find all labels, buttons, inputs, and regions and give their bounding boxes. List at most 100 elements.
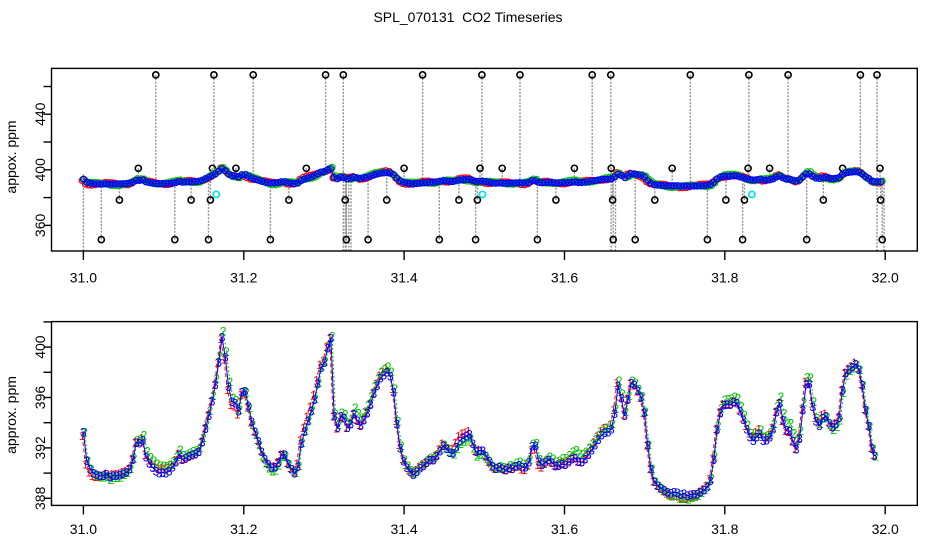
svg-text:1: 1 <box>689 489 696 503</box>
svg-text:3: 3 <box>420 459 427 473</box>
svg-text:3: 3 <box>199 435 206 449</box>
svg-text:2: 2 <box>157 459 164 473</box>
svg-text:1: 1 <box>406 463 413 477</box>
svg-text:2: 2 <box>259 449 266 463</box>
svg-text:3: 3 <box>823 410 830 424</box>
svg-text:1: 1 <box>679 490 686 504</box>
svg-text:2: 2 <box>857 363 864 377</box>
svg-text:2: 2 <box>626 389 633 403</box>
svg-text:2: 2 <box>692 490 699 504</box>
svg-text:3: 3 <box>380 368 387 382</box>
svg-text:1: 1 <box>415 460 422 474</box>
svg-text:1: 1 <box>597 425 604 439</box>
svg-text:2: 2 <box>748 427 755 441</box>
svg-text:1: 1 <box>676 491 683 505</box>
svg-text:1: 1 <box>868 441 875 455</box>
svg-text:3: 3 <box>529 440 536 454</box>
svg-text:1: 1 <box>627 377 634 391</box>
svg-text:2: 2 <box>682 491 689 505</box>
svg-text:31.0: 31.0 <box>70 521 97 537</box>
svg-text:3: 3 <box>103 468 110 482</box>
svg-text:400: 400 <box>32 158 48 182</box>
svg-text:1: 1 <box>257 444 264 458</box>
svg-text:3: 3 <box>747 431 754 445</box>
svg-text:1: 1 <box>838 383 845 397</box>
svg-text:3: 3 <box>700 484 707 498</box>
svg-text:1: 1 <box>323 340 330 354</box>
svg-text:2: 2 <box>471 442 478 456</box>
svg-text:440: 440 <box>32 102 48 126</box>
svg-text:3: 3 <box>311 393 318 407</box>
svg-text:2: 2 <box>599 424 606 438</box>
svg-text:3: 3 <box>377 372 384 386</box>
svg-text:3: 3 <box>321 356 328 370</box>
svg-text:3: 3 <box>120 467 127 481</box>
svg-text:1: 1 <box>485 455 492 469</box>
svg-text:2: 2 <box>553 455 560 469</box>
svg-text:2: 2 <box>481 448 488 462</box>
svg-text:2: 2 <box>312 392 319 406</box>
svg-text:2: 2 <box>342 407 349 421</box>
svg-text:3: 3 <box>677 488 684 502</box>
svg-text:3: 3 <box>143 450 150 464</box>
svg-text:2: 2 <box>758 423 765 437</box>
svg-text:1: 1 <box>330 410 337 424</box>
svg-text:1: 1 <box>534 458 541 472</box>
svg-text:1: 1 <box>109 467 116 481</box>
svg-text:3: 3 <box>278 449 285 463</box>
svg-text:3: 3 <box>232 396 239 410</box>
svg-text:2: 2 <box>705 479 712 493</box>
svg-text:2: 2 <box>299 436 306 450</box>
svg-text:1: 1 <box>538 460 545 474</box>
svg-text:1: 1 <box>396 438 403 452</box>
svg-text:1: 1 <box>587 441 594 455</box>
svg-text:3: 3 <box>532 439 539 453</box>
svg-text:3: 3 <box>133 436 140 450</box>
svg-text:3: 3 <box>130 453 137 467</box>
svg-text:2: 2 <box>830 423 837 437</box>
svg-text:3: 3 <box>202 422 209 436</box>
svg-text:2: 2 <box>556 454 563 468</box>
svg-text:3: 3 <box>252 425 259 439</box>
svg-text:3: 3 <box>387 369 394 383</box>
svg-text:1: 1 <box>561 456 568 470</box>
svg-text:3: 3 <box>783 424 790 438</box>
svg-text:3: 3 <box>562 458 569 472</box>
svg-text:3: 3 <box>710 453 717 467</box>
svg-text:1: 1 <box>673 489 680 503</box>
svg-text:3: 3 <box>687 488 694 502</box>
svg-text:2: 2 <box>563 451 570 465</box>
svg-text:2: 2 <box>530 437 537 451</box>
svg-text:3: 3 <box>189 448 196 462</box>
svg-text:3: 3 <box>796 432 803 446</box>
svg-text:2: 2 <box>464 434 471 448</box>
svg-text:1: 1 <box>643 438 650 452</box>
svg-text:1: 1 <box>336 410 343 424</box>
svg-text:32.0: 32.0 <box>872 521 899 537</box>
svg-text:1: 1 <box>448 442 455 456</box>
svg-text:2: 2 <box>306 413 313 427</box>
svg-text:3: 3 <box>265 458 272 472</box>
svg-text:2: 2 <box>685 493 692 507</box>
svg-text:3: 3 <box>298 437 305 451</box>
svg-text:1: 1 <box>316 358 323 372</box>
svg-text:3: 3 <box>714 423 721 437</box>
svg-text:3: 3 <box>806 377 813 391</box>
svg-text:3: 3 <box>341 411 348 425</box>
svg-text:3: 3 <box>790 435 797 449</box>
svg-text:1: 1 <box>637 391 644 405</box>
svg-text:3: 3 <box>664 486 671 500</box>
svg-text:2: 2 <box>824 411 831 425</box>
svg-text:1: 1 <box>102 467 109 481</box>
svg-text:1: 1 <box>82 457 89 471</box>
svg-text:2: 2 <box>114 471 121 485</box>
svg-text:1: 1 <box>217 332 224 346</box>
svg-text:3: 3 <box>413 465 420 479</box>
svg-text:2: 2 <box>352 401 359 415</box>
svg-text:3: 3 <box>631 378 638 392</box>
svg-text:1: 1 <box>765 428 772 442</box>
svg-text:1: 1 <box>567 452 574 466</box>
svg-text:3: 3 <box>757 427 764 441</box>
svg-text:1: 1 <box>458 427 465 441</box>
svg-text:1: 1 <box>584 447 591 461</box>
